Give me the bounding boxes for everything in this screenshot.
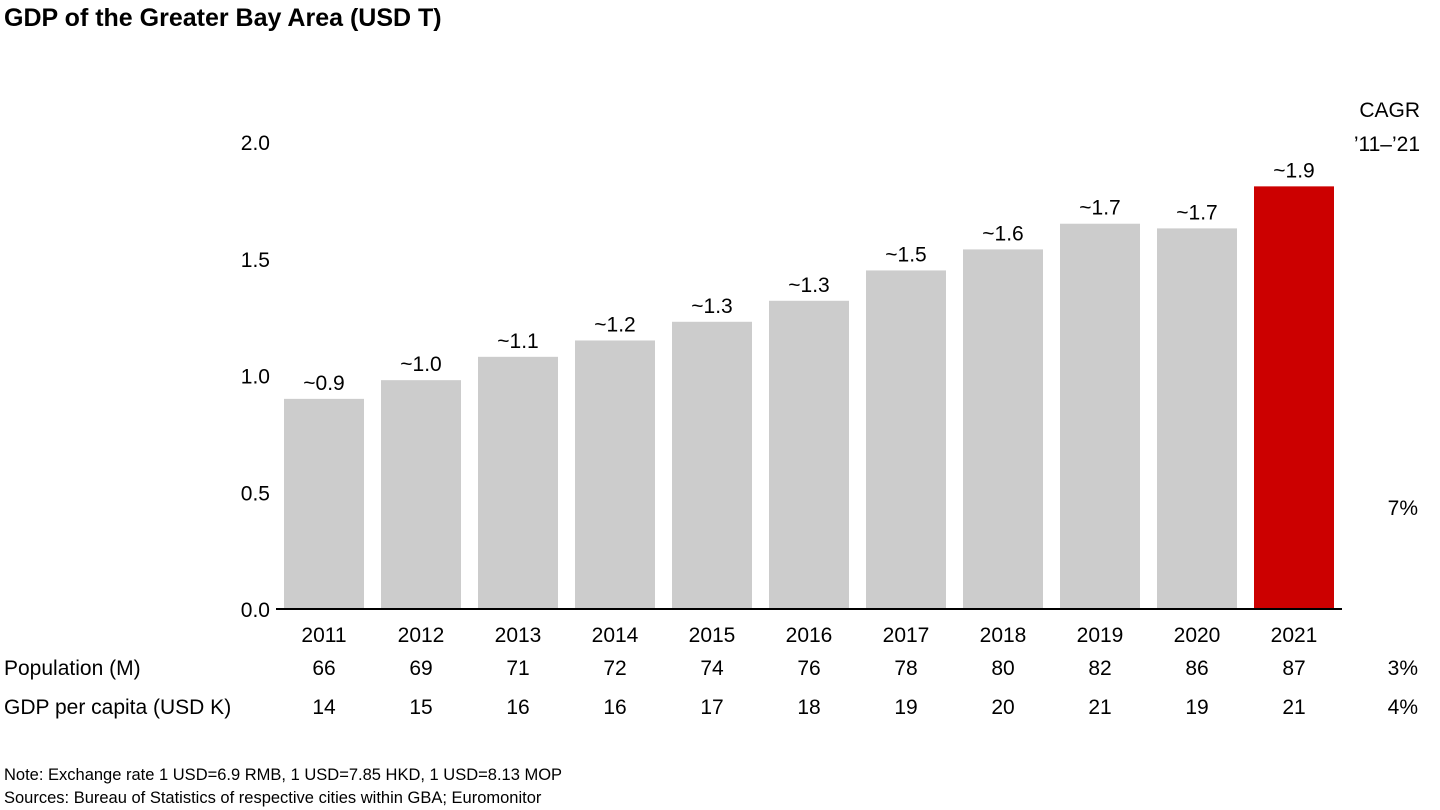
row-value: 17: [700, 696, 723, 719]
y-tick-label: 1.0: [241, 366, 270, 389]
chart-title: GDP of the Greater Bay Area (USD T): [4, 4, 442, 32]
bar-2020: [1157, 228, 1237, 609]
category-label-2011: 2011: [301, 624, 346, 647]
bar-2012: [381, 380, 461, 609]
bar-2013: [478, 356, 558, 609]
note-text: Note: Exchange rate 1 USD=6.9 RMB, 1 USD…: [4, 766, 562, 784]
bar-value-label-2017: ~1.5: [885, 243, 926, 266]
y-tick-label: 2.0: [241, 132, 270, 155]
row-value: 21: [1282, 696, 1305, 719]
category-label-2017: 2017: [883, 624, 930, 647]
row-value: 78: [894, 657, 917, 680]
row-value: 16: [506, 696, 529, 719]
row-value: 14: [312, 696, 336, 719]
bar-value-label-2014: ~1.2: [594, 313, 635, 336]
row-value: 86: [1185, 657, 1208, 680]
row-value: 87: [1282, 657, 1305, 680]
bar-2017: [866, 270, 946, 609]
y-axis-ticks: 0.0 0.5 1.0 1.5 2.0: [241, 132, 270, 622]
category-label-2012: 2012: [398, 624, 445, 647]
bar-2019: [1060, 223, 1140, 609]
row-value: 16: [603, 696, 626, 719]
row-value: 72: [603, 657, 626, 680]
bar-value-label-2019: ~1.7: [1079, 197, 1120, 220]
category-label-2019: 2019: [1077, 624, 1124, 647]
bar-value-label-2011: ~0.9: [303, 372, 344, 395]
row-value: 19: [1185, 696, 1208, 719]
category-label-2013: 2013: [495, 624, 542, 647]
bar-value-label-2021: ~1.9: [1273, 159, 1314, 182]
bar-value-label-2020: ~1.7: [1176, 201, 1217, 224]
y-tick-label: 1.5: [241, 249, 270, 272]
bar-labels-group: ~0.9 ~1.0 ~1.1 ~1.2 ~1.3 ~1.3 ~1.5 ~1.6 ~1.7 ~1.7…: [303, 159, 1314, 394]
bar-2018: [963, 249, 1043, 609]
cagr-gdp-value: 7%: [1388, 497, 1418, 520]
row-value: 20: [991, 696, 1014, 719]
bar-value-label-2016: ~1.3: [788, 274, 829, 297]
category-label-2021: 2021: [1271, 624, 1318, 647]
row-value: 21: [1088, 696, 1111, 719]
row-value: 71: [506, 657, 529, 680]
row-value: 18: [797, 696, 820, 719]
category-label-2018: 2018: [980, 624, 1027, 647]
category-label-2015: 2015: [689, 624, 736, 647]
x-axis-categories: 2011 2012 2013 2014 2015 2016 2017 2018 2019 2020…: [301, 624, 1317, 647]
category-label-2016: 2016: [786, 624, 833, 647]
bar-value-label-2018: ~1.6: [982, 222, 1023, 245]
bar-2015: [672, 321, 752, 609]
sources-text: Sources: Bureau of Statistics of respect…: [4, 789, 542, 807]
row-value: 69: [409, 657, 432, 680]
bar-2014: [575, 340, 655, 609]
row-value: 19: [894, 696, 917, 719]
supplementary-rows: Population (M) 66 69 71 72 74 76 78 80 82 86 87 3% GD…: [4, 657, 1418, 719]
row-value: 15: [409, 696, 432, 719]
bar-value-label-2013: ~1.1: [497, 330, 538, 353]
bar-2021: [1254, 186, 1334, 610]
row-value: 74: [700, 657, 724, 680]
row-cagr-value: 4%: [1388, 696, 1418, 719]
cagr-header-line2: ’11–’21: [1354, 133, 1420, 156]
bar-2016: [769, 300, 849, 609]
bar-value-label-2015: ~1.3: [691, 295, 732, 318]
row-value: 80: [991, 657, 1014, 680]
row-value: 76: [797, 657, 820, 680]
bar-value-label-2012: ~1.0: [400, 353, 441, 376]
category-label-2020: 2020: [1174, 624, 1221, 647]
row-cagr-value: 3%: [1388, 657, 1418, 680]
row-value: 66: [312, 657, 335, 680]
y-tick-label: 0.0: [241, 599, 270, 622]
row-label: GDP per capita (USD K): [4, 696, 231, 719]
y-tick-label: 0.5: [241, 482, 270, 505]
bar-2011: [284, 398, 364, 609]
cagr-header-line1: CAGR: [1359, 99, 1420, 122]
category-label-2014: 2014: [592, 624, 639, 647]
bars-group: [284, 186, 1334, 610]
row-label: Population (M): [4, 657, 141, 680]
row-value: 82: [1088, 657, 1111, 680]
